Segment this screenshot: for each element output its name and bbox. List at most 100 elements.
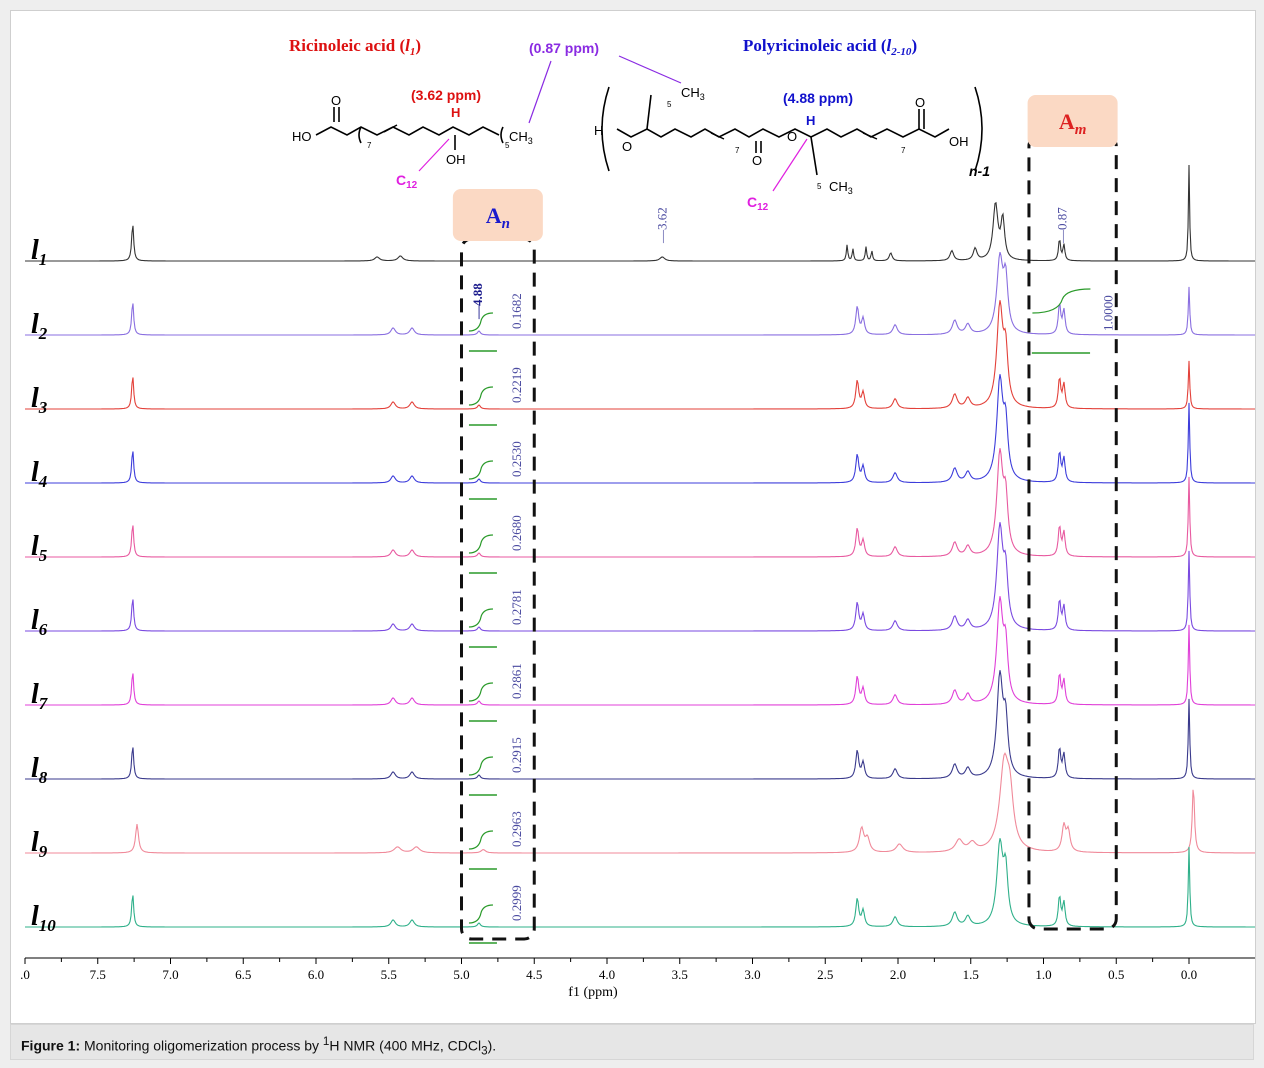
figure-panel: l1 l2 0.1682 —4.88 1.0000 l3 0.2219 l4 0.2530 l5 0… — [10, 10, 1256, 1024]
spectrum-l8 — [25, 670, 1255, 780]
x-tick-label-14: 1.0 — [1035, 967, 1051, 982]
caption-text-3: ). — [487, 1037, 497, 1054]
x-tick-label-7: 4.5 — [526, 967, 542, 982]
x-tick-label-1: 7.5 — [90, 967, 106, 982]
poly-idx-5-bottom: 5 — [817, 182, 822, 191]
ricinoleic-structure — [315, 107, 504, 150]
poly-idx-7-right: 7 — [901, 146, 906, 155]
x-tick-label-9: 3.5 — [672, 967, 688, 982]
caption-prefix: Figure 1: — [21, 1037, 81, 1054]
integral-curve-l9 — [468, 830, 493, 850]
spectrum-l7 — [25, 596, 1255, 706]
region-label-n: An — [486, 203, 510, 232]
x-tick-label-12: 2.0 — [890, 967, 906, 982]
integral-value-l7: 0.2861 — [509, 663, 524, 699]
spectrum-l5 — [25, 448, 1255, 558]
spectrum-l9 — [25, 752, 1255, 854]
series-label-l9: l9 — [31, 827, 48, 861]
x-tick-label-5: 5.5 — [381, 967, 397, 982]
series-label-l4: l4 — [31, 457, 47, 491]
x-tick-label-13: 1.5 — [963, 967, 979, 982]
region-label-m: Am — [1059, 109, 1087, 138]
series-label-l7: l7 — [31, 679, 49, 713]
ppm-label-362: (3.62 ppm) — [411, 87, 481, 103]
region-tag-n — [452, 189, 543, 241]
integral-curve-l10 — [468, 904, 493, 924]
nmr-chart: l1 l2 0.1682 —4.88 1.0000 l3 0.2219 l4 0.2530 l5 0… — [20, 36, 1255, 1000]
poly-n-minus-1: n-1 — [969, 163, 990, 179]
integral-value-l3: 0.2219 — [509, 367, 524, 403]
poly-c12: C12 — [747, 194, 769, 213]
ricinoleic-carbonyl-o: O — [331, 93, 341, 108]
spectra-layer — [25, 164, 1255, 928]
x-tick-label-11: 2.5 — [817, 967, 833, 982]
x-tick-label-16: 0.0 — [1181, 967, 1197, 982]
spectrum-l2 — [25, 251, 1255, 336]
caption-text-1: Monitoring oligomerization process by — [80, 1037, 323, 1054]
series-label-l1: l1 — [31, 235, 47, 269]
ricinoleic-idx-5: 5 — [505, 141, 510, 150]
integral-curve-l7 — [468, 682, 493, 702]
x-tick-label-10: 3.0 — [744, 967, 760, 982]
x-tick-label-4: 6.0 — [308, 967, 324, 982]
x-tick-label-0: .0 — [20, 967, 30, 982]
peak-label-087: —0.87 — [1054, 207, 1069, 244]
x-tick-label-6: 5.0 — [453, 967, 469, 982]
region-tag-m — [1027, 95, 1118, 147]
ricinoleic-087-arrow — [528, 60, 552, 124]
x-tick-label-8: 4.0 — [599, 967, 615, 982]
integral-value-l10: 0.2999 — [509, 885, 524, 921]
ppm-label-087: (0.87 ppm) — [529, 40, 599, 56]
poly-idx-5-top: 5 — [667, 100, 672, 109]
ricinoleic-ch3: CH3 — [509, 129, 533, 146]
polyricinoleic-structure — [601, 86, 983, 176]
integral-curve-l3 — [468, 386, 493, 406]
poly-ch3-top: CH3 — [681, 85, 705, 102]
x-tick-layer: .0 7.5 7.0 6.5 6.0 5.5 5.0 4.5 4.0 3.5 3.0 2.5 2.0 1.… — [20, 958, 1197, 982]
spectrum-l4 — [25, 374, 1255, 484]
integral-value-Am: 1.0000 — [1100, 295, 1115, 331]
ricinoleic-ho: HO — [292, 129, 312, 144]
caption-sub: 3 — [481, 1044, 488, 1058]
region-layer: An Am — [452, 95, 1118, 941]
integral-curve-Am — [1032, 288, 1091, 314]
poly-c12-arrow — [772, 138, 808, 192]
x-tick-label-3: 6.5 — [235, 967, 251, 982]
integral-curve-l2 — [468, 312, 493, 332]
figure-caption: Figure 1: Monitoring oligomerization pro… — [10, 1024, 1254, 1060]
spectrum-l6 — [25, 522, 1255, 632]
caption-sup: 1 — [322, 1035, 330, 1048]
poly-h-center: H — [806, 113, 815, 128]
series-label-layer: l1 l2 0.1682 —4.88 1.0000 l3 0.2219 l4 0.2530 l5 0… — [31, 207, 1115, 944]
series-label-l6: l6 — [31, 605, 48, 639]
integral-curve-l5 — [468, 534, 493, 554]
peak-label-488: —4.88 — [470, 283, 485, 320]
ricinoleic-h: H — [451, 105, 460, 120]
spectrum-l3 — [25, 300, 1255, 410]
poly-ch3-bottom: CH3 — [829, 179, 853, 196]
x-tick-label-2: 7.0 — [162, 967, 178, 982]
poly-idx-7-left: 7 — [735, 146, 740, 155]
series-label-l2: l2 — [31, 309, 48, 343]
series-label-l3: l3 — [31, 383, 48, 417]
integral-curve-l4 — [468, 460, 493, 480]
series-label-l5: l5 — [31, 531, 48, 565]
ppm-label-488: (4.88 ppm) — [783, 90, 853, 106]
poly-carbonyl-o-right: O — [915, 95, 925, 110]
integral-value-l2: 0.1682 — [509, 293, 524, 329]
poly-ester-o: O — [787, 129, 797, 144]
ricinoleic-title: Ricinoleic acid (l1) — [289, 36, 421, 58]
poly-h-left: H — [594, 123, 603, 138]
polyricinoleic-title: Polyricinoleic acid (l2-10) — [743, 36, 917, 58]
integral-curve-l8 — [468, 756, 493, 776]
integral-curve-l6 — [468, 608, 493, 628]
ricinoleic-c12: C12 — [396, 172, 418, 191]
ricinoleic-idx-7: 7 — [367, 141, 372, 150]
peak-label-362: —3.62 — [654, 207, 669, 244]
poly-oh-right: OH — [949, 134, 969, 149]
series-label-l10: l10 — [31, 901, 56, 935]
series-label-l8: l8 — [31, 753, 48, 787]
x-axis: .0 7.5 7.0 6.5 6.0 5.5 5.0 4.5 4.0 3.5 3.0 2.5 2.0 1.… — [20, 957, 1255, 1000]
integral-value-l5: 0.2680 — [509, 515, 524, 551]
integral-value-l8: 0.2915 — [509, 737, 524, 773]
